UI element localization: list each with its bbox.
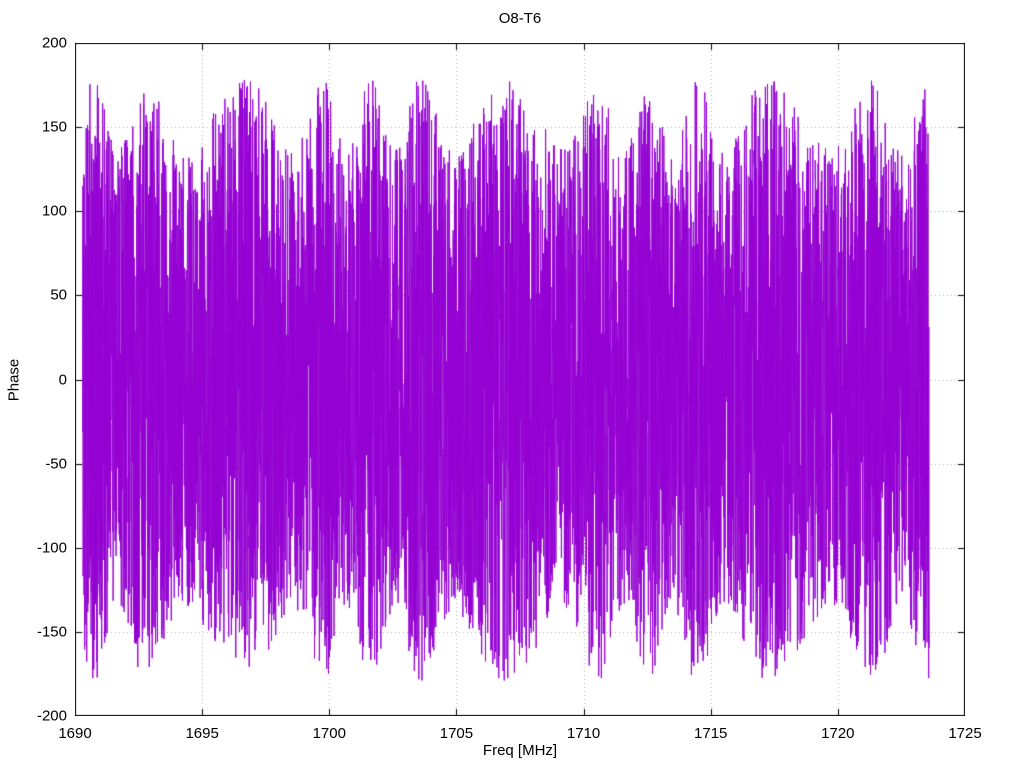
- x-tick-label: 1705: [439, 725, 474, 742]
- y-tick-label: -200: [36, 707, 67, 725]
- y-tick-label: -50: [45, 455, 67, 473]
- y-tick-label: 50: [50, 286, 67, 304]
- x-axis-label: Freq [MHz]: [482, 742, 558, 759]
- y-tick-label: 150: [41, 118, 67, 136]
- x-tick-label: 1700: [312, 725, 346, 742]
- x-tick-label: 1725: [948, 725, 982, 742]
- y-tick-label: 200: [41, 34, 67, 52]
- y-tick-label: -150: [36, 623, 67, 641]
- y-tick-label: 100: [41, 202, 67, 220]
- y-axis-label: Phase: [5, 358, 23, 402]
- plot-area: [75, 43, 965, 716]
- x-tick-label: 1690: [58, 725, 92, 742]
- x-tick-label: 1715: [694, 725, 728, 742]
- y-tick-label: -100: [36, 539, 67, 557]
- y-tick-label: 0: [58, 371, 67, 388]
- x-tick-label: 1695: [185, 725, 219, 742]
- x-tick-label: 1720: [821, 725, 855, 742]
- chart-title: O8-T6: [498, 10, 542, 27]
- x-tick-label: 1710: [566, 725, 601, 742]
